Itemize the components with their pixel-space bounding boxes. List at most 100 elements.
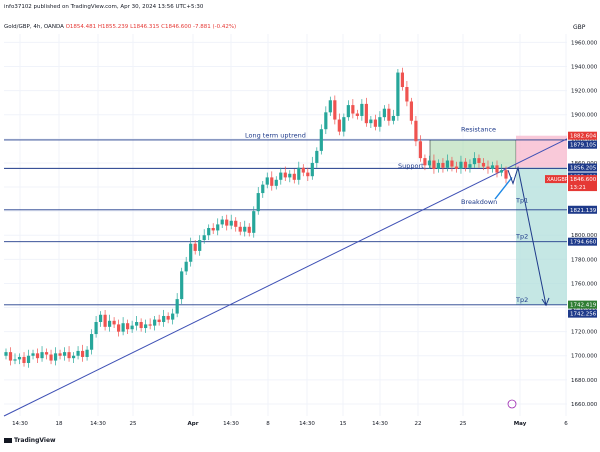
candle-body	[342, 117, 346, 132]
candle-body	[153, 319, 157, 326]
symbol-tag-text: XAUGBP	[547, 177, 568, 183]
y-tick-label: 1760.000	[571, 281, 598, 287]
candle-body	[414, 120, 418, 142]
candle-body	[85, 349, 89, 357]
y-tick-label: 1680.000	[571, 378, 598, 384]
candle-body	[4, 352, 8, 356]
candle-body	[337, 119, 341, 132]
candles	[4, 67, 508, 368]
candle-body	[252, 211, 256, 233]
candle-body	[333, 100, 337, 120]
current-price-text: 1846.600	[570, 177, 597, 183]
x-tick-label: 18	[56, 421, 63, 427]
candle-body	[490, 165, 495, 169]
tp1-label: Tp1	[515, 197, 528, 205]
candle-body	[409, 101, 414, 121]
candle-body	[148, 324, 152, 326]
candle-body	[423, 158, 427, 166]
candle-body	[144, 324, 148, 329]
candle-body	[396, 72, 400, 116]
breakdown-arrow	[494, 176, 513, 200]
candle-body	[486, 166, 490, 169]
candle-body	[135, 322, 139, 326]
candle-body	[198, 240, 202, 251]
long-term-trendline	[3, 138, 568, 417]
price-axis-tag-text: 1882.604	[570, 134, 597, 140]
candle-body	[468, 164, 472, 168]
candle-body	[229, 220, 233, 226]
candle-body	[445, 160, 450, 168]
price-axis-tag-text: 1856.205	[570, 166, 597, 172]
y-tick-label: 1960.000	[571, 40, 598, 46]
price-axis-tag-text: 1879.105	[570, 143, 597, 149]
candle-body	[472, 158, 477, 165]
candle-body	[288, 173, 292, 178]
tp2-label: Tp2	[515, 233, 528, 241]
candle-body	[319, 129, 323, 151]
candle-body	[117, 324, 121, 332]
candle-body	[463, 161, 468, 168]
candle-body	[432, 160, 436, 169]
price-axis-tag-text: 1821.139	[570, 208, 597, 214]
candle-body	[274, 179, 278, 186]
candle-body	[436, 162, 441, 169]
x-tick-label: May	[514, 421, 527, 427]
high-value: H1855.239	[97, 24, 129, 30]
tradingview-brand[interactable]: TradingView	[4, 437, 56, 444]
candle-body	[193, 243, 197, 251]
price-axis-tag-text: 1742.419	[570, 303, 597, 309]
x-axis: 14:30 18 14:30 25 Apr 14:30 8 14:30 15 14:30 22 25 M…	[12, 421, 568, 427]
x-tick-label: 22	[415, 421, 422, 427]
candle-body	[324, 112, 328, 130]
candle-body	[243, 226, 247, 232]
candle-body	[180, 271, 184, 300]
candle-body	[346, 105, 350, 118]
candle-body	[373, 119, 377, 127]
trend-label: Long term uptrend	[245, 131, 306, 139]
candle-body	[400, 72, 404, 88]
candle-body	[328, 100, 332, 113]
y-tick-label: 1660.000	[571, 402, 598, 408]
symbol-name: Gold/GBP, 4h, OANDA	[4, 24, 64, 30]
currency-label: GBP	[573, 24, 586, 31]
candle-body	[58, 353, 62, 356]
price-axis-tag	[568, 131, 597, 140]
candle-body	[13, 359, 17, 361]
candle-body	[162, 315, 166, 323]
candle-body	[297, 167, 301, 180]
candle-body	[71, 355, 76, 359]
trendline	[3, 138, 568, 417]
x-tick-label: 8	[266, 421, 270, 427]
candle-body	[270, 177, 274, 186]
published-by-text: info37102 published on TradingView.com, …	[4, 4, 204, 10]
support-label: Support	[398, 162, 424, 170]
resistance-label: Resistance	[461, 126, 496, 134]
x-tick-label: 14:30	[372, 421, 388, 427]
candle-body	[189, 243, 193, 262]
y-tick-label: 1920.000	[571, 89, 598, 95]
y-tick-label: 1720.000	[571, 330, 598, 336]
candle-body	[450, 160, 454, 167]
candle-body	[369, 119, 373, 124]
candle-body	[94, 322, 98, 335]
candle-body	[310, 162, 314, 177]
candle-body	[31, 353, 35, 356]
candle-body	[495, 165, 499, 173]
candle-body	[53, 353, 58, 361]
candle-body	[126, 323, 130, 330]
annotations: Long term uptrend Resistance Support Breakd…	[245, 126, 550, 409]
candle-body	[315, 150, 319, 163]
y-axis: 1660.0001680.0001700.0001720.0001740.000…	[545, 40, 598, 408]
candle-body	[234, 220, 238, 227]
horizontal-levels	[4, 139, 567, 306]
low-value: L1846.315	[130, 24, 160, 30]
price-axis-tag-text: 1794.660	[570, 240, 597, 246]
candle-body	[238, 226, 242, 232]
candle-body	[225, 219, 229, 226]
candle-body	[441, 162, 445, 168]
candle-body	[166, 315, 170, 320]
candle-body	[49, 354, 53, 361]
candle-body	[220, 219, 224, 225]
candle-body	[481, 162, 486, 167]
